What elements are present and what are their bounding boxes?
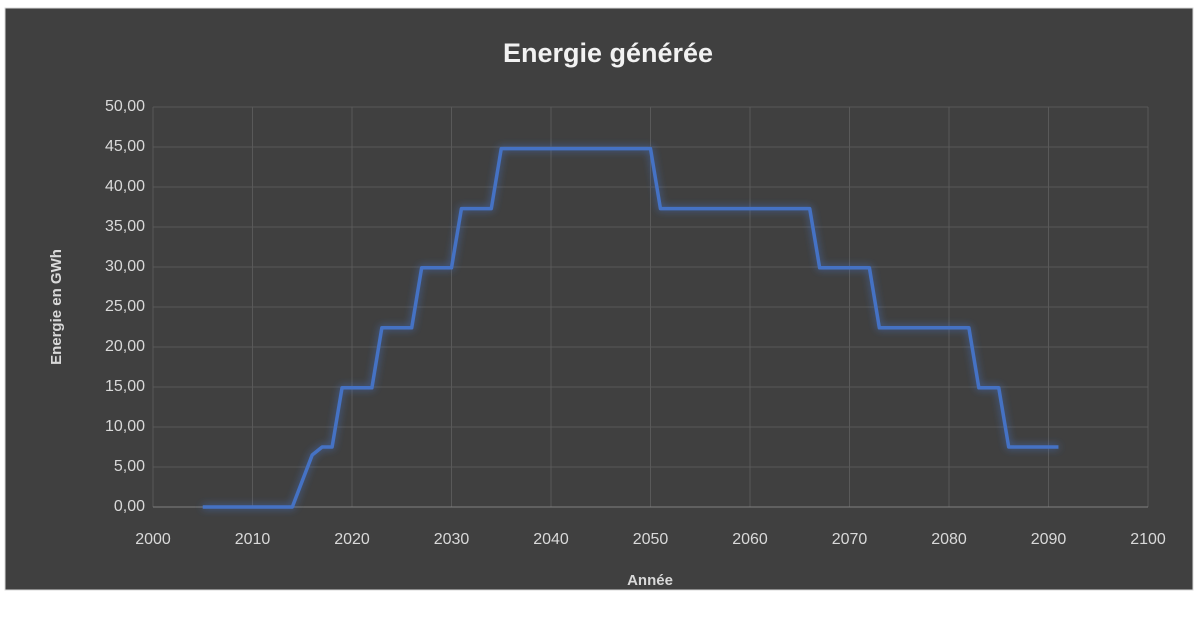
y-axis-title: Energie en GWh [48,249,65,365]
y-tick-label: 25,00 [105,298,145,315]
y-tick-label: 45,00 [105,138,145,155]
x-axis-title: Année [627,572,673,589]
x-tick-label: 2020 [334,531,370,548]
y-tick-label: 5,00 [114,458,145,475]
y-tick-label: 50,00 [105,98,145,115]
x-tick-label: 2000 [135,531,171,548]
x-tick-label: 2060 [732,531,768,548]
y-tick-label: 20,00 [105,338,145,355]
chart-background [4,7,1194,591]
y-tick-label: 10,00 [105,418,145,435]
x-tick-label: 2050 [633,531,669,548]
y-tick-label: 35,00 [105,218,145,235]
x-tick-label: 2040 [533,531,569,548]
y-tick-label: 40,00 [105,178,145,195]
x-tick-label: 2100 [1130,531,1166,548]
x-tick-label: 2080 [931,531,967,548]
x-tick-label: 2090 [1031,531,1067,548]
x-tick-label: 2010 [235,531,271,548]
x-tick-label: 2070 [832,531,868,548]
y-tick-label: 30,00 [105,258,145,275]
x-tick-label: 2030 [434,531,470,548]
chart-title: Energie générée [503,38,713,68]
y-tick-label: 15,00 [105,378,145,395]
y-tick-label: 0,00 [114,498,145,515]
line-series [202,146,1059,509]
